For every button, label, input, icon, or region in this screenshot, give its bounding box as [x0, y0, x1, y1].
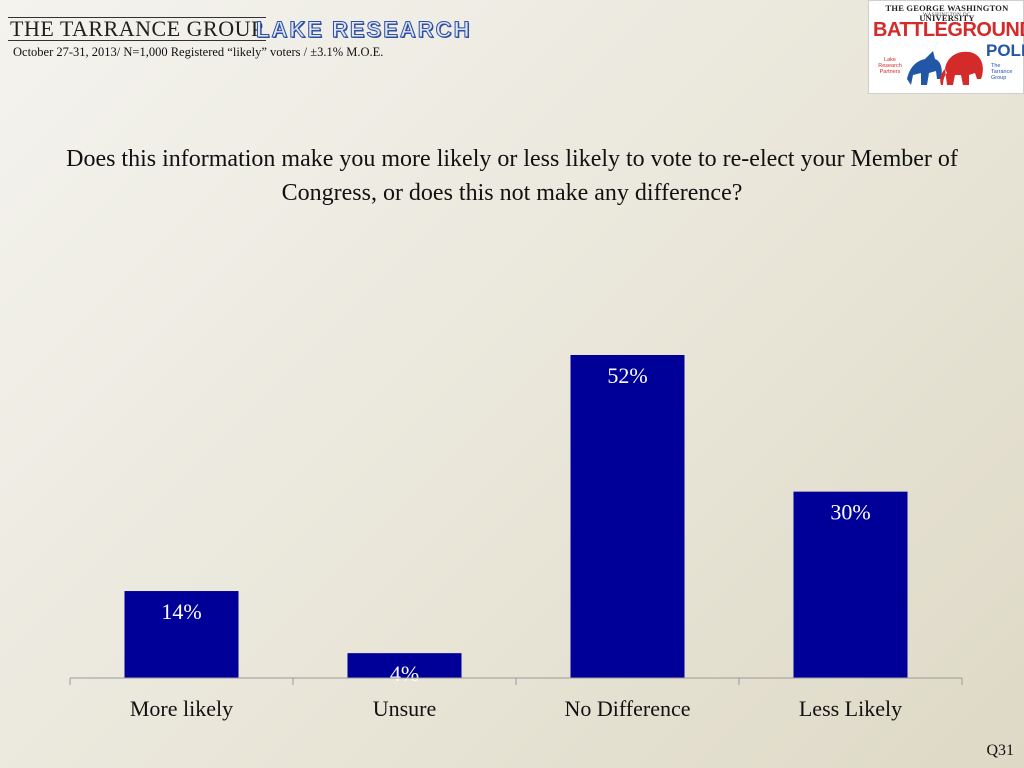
bar-4 [793, 491, 908, 678]
tarrance-mark: The Tarrance Group [991, 63, 1013, 81]
category-label: Less Likely [799, 696, 902, 721]
survey-subheader: October 27-31, 2013/ N=1,000 Registered … [13, 45, 384, 59]
bar-1 [124, 591, 239, 678]
tarrance-group-logo: THE TARRANCE GROUP [8, 16, 266, 41]
survey-question: Does this information make you more like… [66, 146, 958, 206]
bar-value-label: 14% [161, 599, 201, 624]
lake-research-logo: LAKE RESEARCH [255, 17, 472, 43]
bar-2 [347, 653, 462, 678]
bar-value-label: 4% [390, 661, 419, 686]
battleground-word: BATTLEGROUND [873, 19, 1024, 41]
category-label: Unsure [373, 696, 437, 721]
battleground-poll-logo: THE GEORGE WASHINGTON UNIVERSITY WASHING… [868, 0, 1024, 94]
lake-partners-mark: Lake Research Partners [878, 57, 902, 75]
university-name: THE GEORGE WASHINGTON UNIVERSITY [885, 3, 1009, 23]
bar-3 [570, 355, 685, 678]
category-label: More likely [130, 696, 233, 721]
donkey-elephant-icon [907, 51, 983, 85]
university-location: WASHINGTON DC [923, 13, 971, 18]
category-label: No Difference [564, 696, 690, 721]
bar-value-label: 52% [607, 363, 647, 388]
question-id: Q31 [986, 742, 1014, 759]
bar-value-label: 30% [830, 500, 870, 525]
